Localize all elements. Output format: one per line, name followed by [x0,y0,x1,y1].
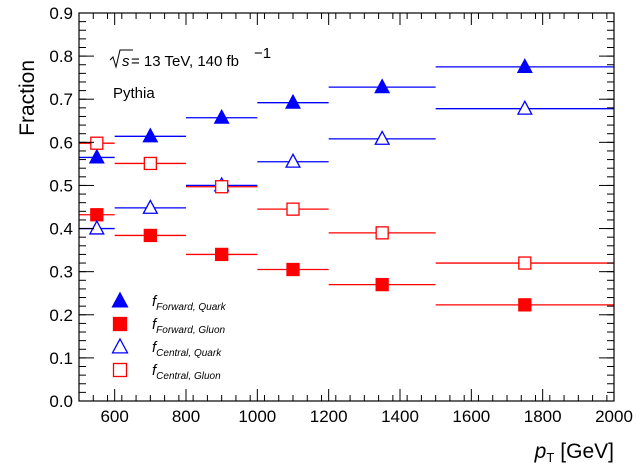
legend: fForward, Quark fForward, Gluon fCentral, … [111,291,227,382]
legend-marker [112,362,128,378]
data-point [215,180,229,194]
plot-area-border [78,12,615,402]
legend-marker [111,337,129,354]
data-point [88,148,105,164]
legend-item: fForward, Gluon [112,316,226,336]
y-tick-label: 0.6 [49,133,73,152]
legend-item: fCentral, Gluon [112,362,221,382]
series-layer [79,58,614,312]
x-tick-label: 2000 [595,407,633,426]
series-central-gluon [79,136,614,270]
sqrt-symbol [109,49,133,69]
data-point [285,152,301,168]
x-tick-label: 1800 [524,407,562,426]
data-point [375,277,389,292]
series-forward-quark [79,58,614,164]
y-tick-label: 0.0 [49,392,73,411]
data-point [215,247,229,262]
axis-ticks: 0.0 0.1 0.2 0.3 0.4 0.5 0.6 0.7 0.8 0.9 600 800 1000… [49,4,633,426]
series-forward-gluon [79,208,614,312]
data-point [516,99,533,115]
plot-frame [78,12,615,402]
legend-marker [112,316,128,332]
x-axis-title-unit: [GeV] [560,440,614,463]
data-point [88,219,105,235]
series-central-quark [79,99,614,235]
x-axis-title-var: p [534,440,547,463]
legend-label: fCentral, Quark [152,339,222,359]
legend-label: fForward, Quark [152,293,227,313]
y-tick-label: 0.1 [49,349,73,368]
legend-marker [111,291,129,308]
legend-label: fCentral, Gluon [152,362,221,382]
legend-item: fForward, Quark [111,291,227,313]
energy-text: = 13 TeV, 140 fb [131,53,239,70]
y-tick-label: 0.8 [49,47,73,66]
data-point [374,78,391,94]
data-point [518,256,532,270]
data-point [285,93,301,109]
x-tick-label: 800 [172,407,200,426]
energy-s: s [122,53,130,70]
y-tick-label: 0.9 [49,4,73,23]
data-point [375,226,389,240]
y-tick-label: 0.2 [49,306,73,325]
energy-annotation: s = 13 TeV, 140 fb −1 [109,45,271,70]
x-tick-label: 1400 [381,407,419,426]
data-point [90,136,104,150]
generator-label: Pythia [113,85,155,102]
x-tick-label: 600 [100,407,128,426]
data-point [142,199,159,214]
x-tick-label: 1200 [310,407,348,426]
data-point [213,108,230,124]
y-tick-label: 0.7 [49,90,73,109]
x-tick-label: 1600 [452,407,490,426]
y-tick-label: 0.3 [49,263,73,282]
data-point [143,156,157,171]
data-point [516,58,533,73]
data-point [286,202,300,216]
x-tick-label: 1000 [238,407,276,426]
x-axis-title: pT [GeV] [534,440,614,465]
energy-sup: −1 [254,45,271,62]
data-point [90,208,104,222]
y-tick-label: 0.5 [49,176,73,195]
y-axis-title: Fraction [16,60,39,136]
data-point [143,228,157,243]
x-axis-title-sub: T [546,450,554,465]
data-point [518,298,532,312]
y-tick-label: 0.4 [49,220,73,239]
data-point [286,262,300,277]
data-point [374,130,391,145]
data-point [142,127,159,143]
legend-item: fCentral, Quark [111,337,222,359]
legend-label: fForward, Gluon [152,316,226,336]
